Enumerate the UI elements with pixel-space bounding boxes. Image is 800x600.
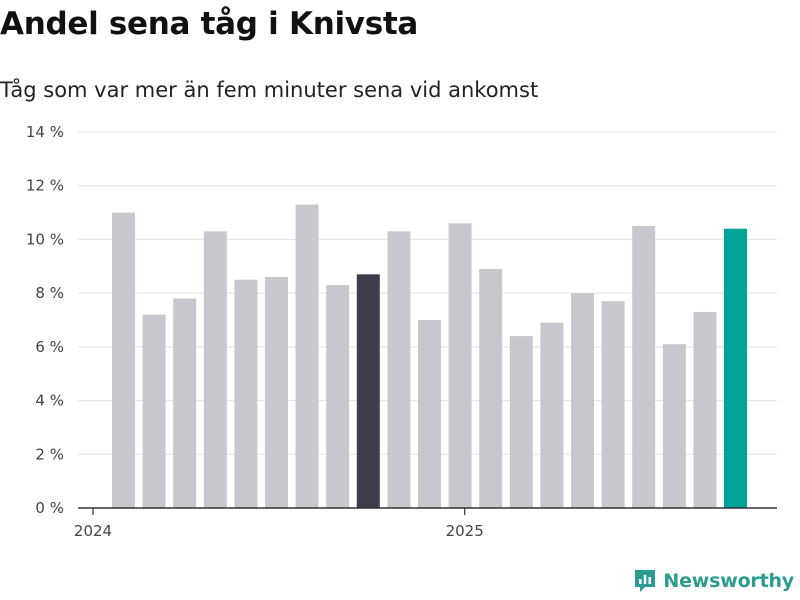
y-tick-label: 10 % [26,230,64,248]
x-tick-label: 2024 [74,522,112,540]
bar-2024-11 [418,320,441,508]
y-tick-label: 8 % [35,284,64,302]
bar-2024-03 [173,298,197,508]
newsworthy-logo-text: Newsworthy [663,570,794,592]
bar-2025-07 [662,344,686,508]
bar-2024-05 [234,279,258,508]
bar-2024-04 [203,231,227,508]
chart-title: Andel sena tåg i Knivsta [0,6,419,42]
y-tick-label: 14 % [26,123,64,141]
bar-2024-06 [265,277,288,508]
y-tick-label: 0 % [35,499,64,517]
bar-2024-10 [387,231,411,508]
bar-2025-09 [724,228,747,508]
bar-2025-08 [693,311,717,508]
bar-2025-01 [479,268,503,508]
newsworthy-logo-icon [635,570,656,592]
bar-2025-04 [571,293,594,508]
bar-2024-09 [356,274,380,508]
y-tick-label: 6 % [35,338,64,356]
newsworthy-logo: Newsworthy [633,567,794,595]
bar-2025-05 [601,301,625,508]
bar-2025-02 [509,336,533,508]
bars [112,204,747,509]
bar-2024-08 [326,285,350,508]
x-tick-label: 2025 [446,522,484,540]
y-tick-label: 12 % [26,177,64,195]
x-axis-ticks: 2024 2025 [74,508,484,540]
bar-2024-02 [142,314,166,508]
bar-2025-06 [632,226,656,508]
y-tick-label: 2 % [35,445,64,463]
bar-2024-01 [112,212,135,509]
chart-subtitle: Tåg som var mer än fem minuter sena vid … [0,78,539,102]
y-tick-label: 4 % [35,392,64,410]
y-axis-ticks: 0 % 2 % 4 % 6 % 8 % 10 % 12 % 14 % [26,123,64,517]
bar-2024-12 [448,223,472,509]
bar-2024-07 [295,204,319,508]
bar-2025-03 [540,322,564,508]
